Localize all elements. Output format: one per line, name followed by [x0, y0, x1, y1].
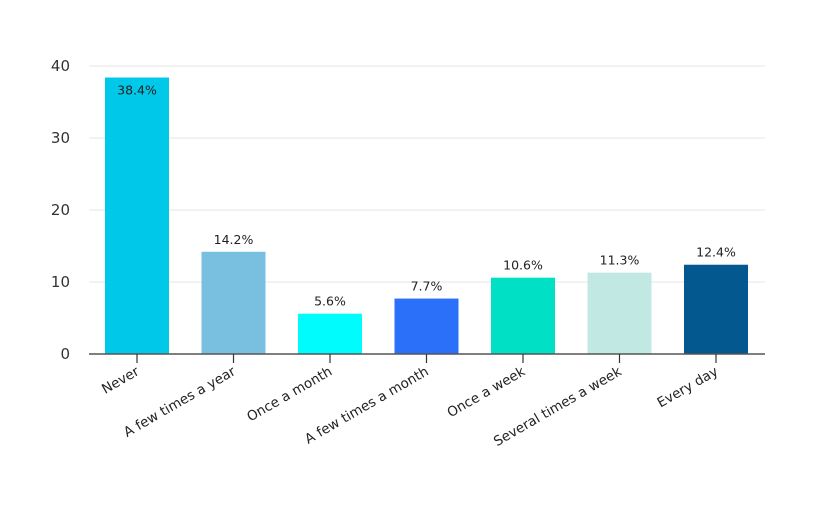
bar-1 — [201, 251, 266, 354]
x-category-label: Never — [99, 363, 142, 397]
x-axis-ticks — [136, 354, 717, 363]
data-label: 12.4% — [696, 245, 736, 260]
bar-6 — [684, 264, 748, 354]
y-tick-label: 10 — [51, 273, 70, 291]
x-category-label: Every day — [655, 364, 721, 412]
y-tick-label: 40 — [51, 57, 70, 75]
data-label: 14.2% — [214, 232, 254, 247]
data-label: 10.6% — [503, 258, 543, 273]
bar-3 — [394, 298, 459, 354]
bar-4 — [491, 277, 555, 354]
data-label: 11.3% — [600, 253, 640, 268]
y-tick-label: 20 — [51, 201, 70, 219]
data-label: 7.7% — [411, 279, 443, 294]
bar-0 — [105, 77, 169, 355]
bar-2 — [298, 313, 362, 354]
y-tick-label: 30 — [51, 129, 70, 147]
gridlines — [89, 65, 765, 283]
data-labels: 38.4% 14.2% 5.6% 7.7% 10.6% 11.3% 12.4% — [117, 83, 736, 309]
x-category-label: Once a week — [444, 364, 528, 422]
bar-5 — [587, 272, 652, 354]
y-axis-ticks: 0 10 20 30 40 — [51, 57, 70, 363]
bars — [105, 77, 748, 355]
data-label: 38.4% — [117, 83, 157, 98]
x-category-label: Once a month — [244, 364, 335, 426]
data-label: 5.6% — [314, 294, 346, 309]
y-tick-label: 0 — [60, 345, 70, 363]
